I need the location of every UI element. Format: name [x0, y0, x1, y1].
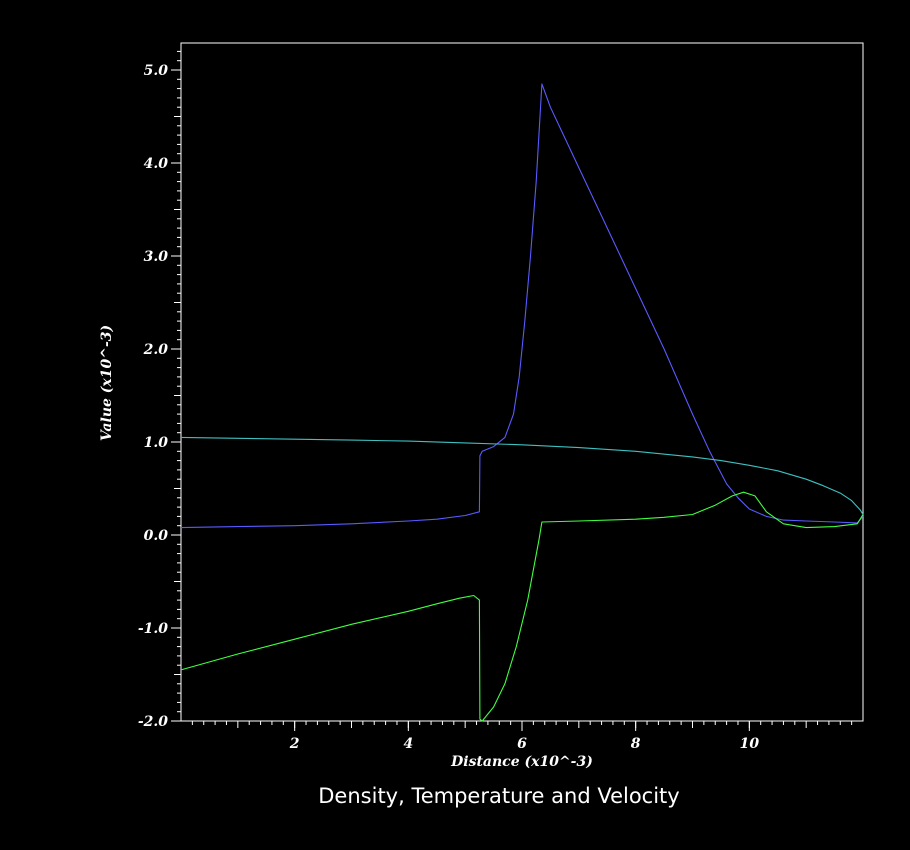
x-tick-label: 8 — [631, 736, 641, 752]
series-line-2 — [180, 436, 864, 515]
x-axis-title: Distance (x10^-3) — [450, 754, 593, 770]
y-tick-label: 0.0 — [144, 528, 169, 544]
plot-frame — [180, 42, 864, 722]
y-tick-label: 2.0 — [143, 342, 169, 358]
x-tick-label: 6 — [517, 736, 527, 752]
x-tick-label: 10 — [740, 736, 760, 752]
y-tick-label: 4.0 — [144, 156, 169, 172]
x-tick-label: 4 — [403, 736, 413, 752]
y-tick-label: -2.0 — [138, 714, 168, 730]
y-tick-label: 1.0 — [144, 435, 169, 451]
y-tick-label: 5.0 — [144, 63, 169, 79]
y-tick-label: 3.0 — [144, 249, 169, 265]
series-layer — [180, 83, 864, 722]
y-axis: -2.0 -1.0 0.0 1.0 2.0 3.0 4.0 5.0 — [138, 63, 181, 730]
chart-title: Density, Temperature and Velocity — [318, 784, 679, 808]
series-line-3 — [180, 491, 864, 722]
y-minor-ticks — [174, 50, 181, 722]
x-tick-label: 2 — [289, 736, 300, 752]
x-axis: 2 4 6 8 10 — [289, 721, 760, 752]
y-tick-label: -1.0 — [138, 621, 168, 637]
series-line-1 — [180, 83, 864, 529]
y-axis-title: Value (x10^-3) — [99, 325, 115, 441]
x-minor-ticks — [191, 721, 853, 728]
